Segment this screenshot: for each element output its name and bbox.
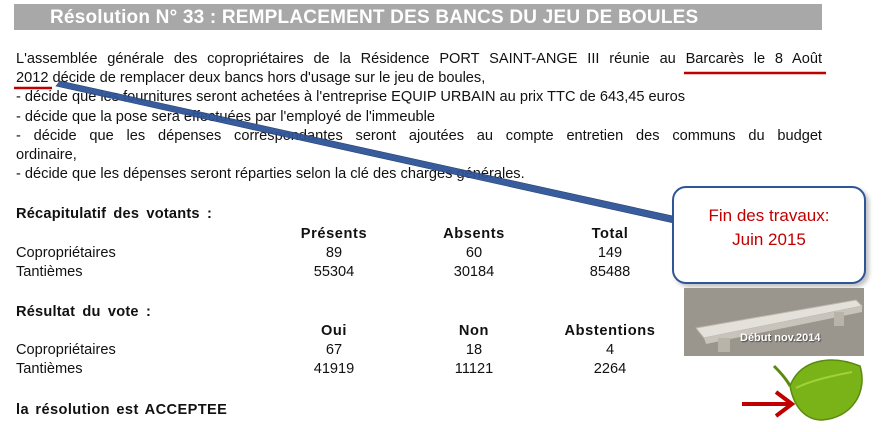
row-label: Copropriétaires [16,342,116,358]
para-line-2: 2012 décide de remplacer deux bancs hors… [16,70,486,87]
table-cell: 30184 [453,264,495,280]
resolution-result: la résolution est ACCEPTEE [16,402,228,418]
voters-header-absent: Absents [443,226,505,242]
vote-header-abstentions: Abstentions [564,323,656,339]
vote-header-yes: Oui [320,323,348,339]
para-line-1: L'assemblée générale des copropriétaires… [16,51,822,67]
table-cell: 18 [465,342,483,358]
table-cell: 55304 [313,264,355,280]
resolution-paragraph: L'assemblée générale des copropriétaires… [16,50,822,184]
para-line-3: - décide que les fournitures seront ache… [16,89,686,106]
table-cell: 60 [465,245,483,261]
row-label: Tantièmes [16,264,83,280]
red-arrow-icon [742,390,796,418]
resolution-title: Résolution N° 33 : REMPLACEMENT DES BANC… [50,7,699,28]
completion-callout: Fin des travaux: Juin 2015 [672,186,866,284]
table-cell: 11121 [454,361,494,377]
para-line-4: - décide que la pose sera effectuées par… [16,108,436,125]
row-label: Copropriétaires [16,245,116,261]
table-cell: 85488 [589,264,631,280]
voters-header-total: Total [591,226,629,242]
callout-line-1: Fin des travaux: [708,206,830,225]
para-line-7: - décide que les dépenses seront réparti… [16,166,525,183]
photo-caption: Début nov.2014 [740,332,821,344]
para-line-6: ordinaire, [16,147,77,164]
row-label: Tantièmes [16,361,83,377]
table-cell: 4 [605,342,615,358]
para-line-5: - décide que les dépenses correspondante… [16,127,822,144]
table-cell: 2264 [593,361,627,377]
table-cell: 67 [325,342,343,358]
green-leaf-icon [772,359,863,421]
callout-line-2: Juin 2015 [732,230,806,249]
vote-title: Résultat du vote : [16,304,152,320]
table-cell: 149 [597,245,623,261]
bench-image [684,288,864,356]
table-cell: 89 [325,245,343,261]
bench-photo: Début nov.2014 [684,288,864,356]
title-bar: Résolution N° 33 : REMPLACEMENT DES BANC… [14,4,822,30]
vote-header-no: Non [458,323,490,339]
voters-header-present: Présents [300,226,368,242]
table-cell: 41919 [313,361,355,377]
voters-title: Récapitulatif des votants : [16,206,213,222]
